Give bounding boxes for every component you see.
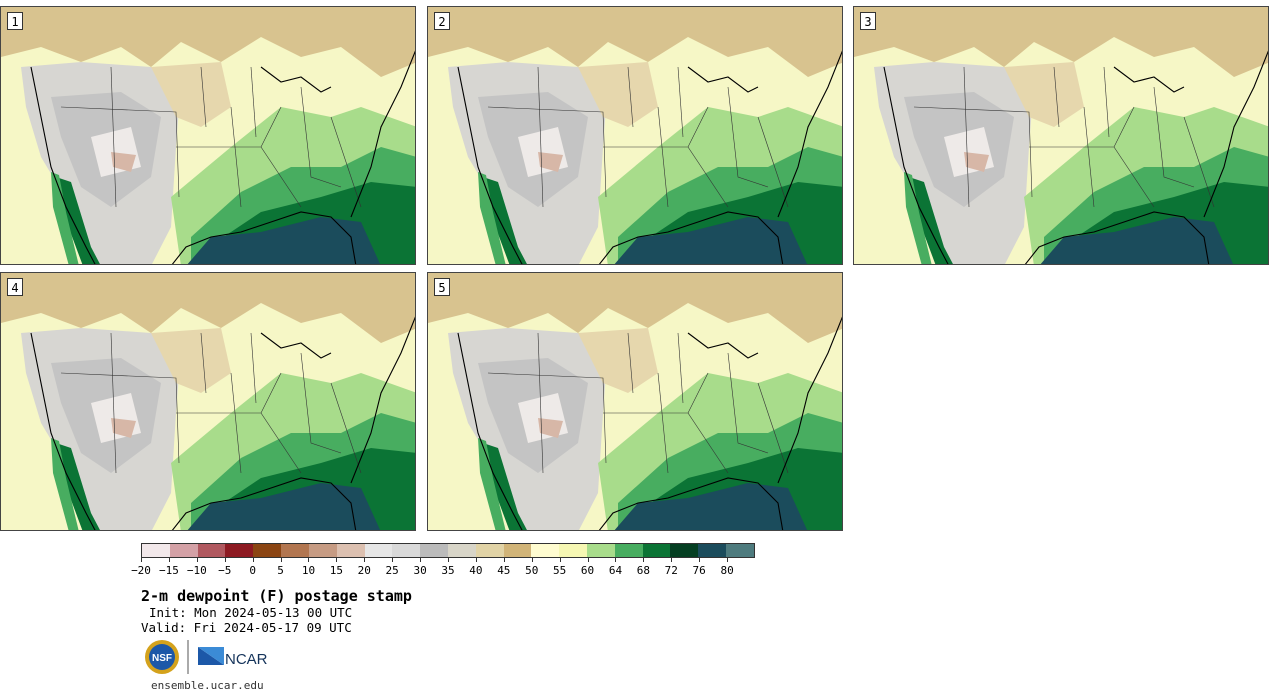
colorbar-tick-label: 72 [664,564,678,577]
ncar-logo: NCAR [198,647,268,668]
colorbar-swatch [142,544,170,557]
colorbar-swatch [364,544,393,557]
colorbar-tick-label: 40 [469,564,483,577]
map-graphic [1,7,416,265]
colorbar-tick-label: −20 [131,564,151,577]
colorbar-tick [475,558,477,562]
chart-title: 2-m dewpoint (F) postage stamp [141,587,412,605]
map-graphic [1,273,416,531]
colorbar-swatch [559,544,587,557]
colorbar-tick-label: 0 [249,564,256,577]
colorbar-tick [643,558,645,562]
colorbar-swatch [447,544,476,557]
colorbar-swatch [253,544,282,557]
colorbar-tick [671,558,673,562]
panel-label: 3 [860,12,876,30]
colorbar-tick [141,558,142,562]
ensemble-member-map-1: 1 [0,6,416,265]
colorbar-swatch [169,544,198,557]
colorbar-tick [280,558,282,562]
colorbar-swatch [392,544,421,557]
colorbar-tick [559,558,561,562]
logos: NSF NCAR [145,640,268,674]
colorbar-swatch [308,544,337,557]
ensemble-member-map-3: 3 [853,6,1269,265]
colorbar-swatch [642,544,671,557]
colorbar-tick [392,558,394,562]
map-graphic [428,273,843,531]
nsf-logo: NSF [145,640,179,674]
colorbar-swatch [503,544,532,557]
panel-label: 4 [7,278,23,296]
colorbar-tick-label: 15 [329,564,343,577]
colorbar-tick [727,558,729,562]
ensemble-member-map-2: 2 [427,6,843,265]
colorbar-swatch [726,544,754,557]
nsf-text: NSF [152,653,172,664]
colorbar-swatch [698,544,727,557]
footer-url: ensemble.ucar.edu [151,679,264,692]
colorbar-swatch [614,544,643,557]
colorbar-tick [196,558,198,562]
colorbar-swatch [197,544,226,557]
colorbar-ticks: −20 −15 −10 −5 0 5 10 15 20 25 30 35 40 45 50 55 60 64 68 7… [131,558,755,578]
colorbar-tick-label: 55 [553,564,567,577]
colorbar-tick [168,558,170,562]
colorbar-tick [587,558,589,562]
colorbar-swatch [225,544,254,557]
colorbar-tick [364,558,366,562]
colorbar-tick-label: 25 [385,564,399,577]
ncar-text: NCAR [225,651,268,668]
colorbar-tick-label: 64 [608,564,623,577]
panel-label: 1 [7,12,23,30]
colorbar-tick [420,558,422,562]
colorbar-tick-label: −15 [158,564,179,577]
colorbar-swatch [475,544,504,557]
panel-label: 5 [434,278,450,296]
init-time: Init: Mon 2024-05-13 00 UTC [149,605,353,620]
colorbar-tick [699,558,701,562]
colorbar [141,543,755,558]
colorbar-tick [252,558,254,562]
colorbar-tick [224,558,226,562]
colorbar-tick-label: 35 [441,564,455,577]
map-graphic [428,7,843,265]
colorbar-tick-label: 30 [413,564,427,577]
valid-time: Valid: Fri 2024-05-17 09 UTC [141,620,352,635]
colorbar-tick [531,558,533,562]
colorbar-swatch [531,544,560,557]
colorbar-tick-label: 60 [580,564,595,577]
colorbar-tick [503,558,505,562]
colorbar-tick-label: 76 [692,564,706,577]
colorbar-swatch [670,544,699,557]
colorbar-tick-label: 10 [301,564,316,577]
colorbar-tick-label: 50 [525,564,539,577]
colorbar-swatch [420,544,448,557]
colorbar-tick-label: 80 [720,564,734,577]
colorbar-swatch [336,544,365,557]
colorbar-tick [308,558,310,562]
colorbar-tick [448,558,449,562]
colorbar-tick-label: 45 [497,564,511,577]
colorbar-tick [336,558,338,562]
colorbar-tick-label: 20 [357,564,371,577]
ensemble-member-map-5: 5 [427,272,843,531]
colorbar-tick-label: 68 [636,564,650,577]
colorbar-swatch [587,544,615,557]
colorbar-tick-label: −5 [218,564,232,577]
panel-label: 2 [434,12,450,30]
colorbar-swatch [281,544,309,557]
colorbar-tick-label: −10 [186,564,207,577]
ensemble-member-map-4: 4 [0,272,416,531]
map-graphic [854,7,1269,265]
colorbar-tick [615,558,617,562]
colorbar-tick-label: 5 [277,564,284,577]
